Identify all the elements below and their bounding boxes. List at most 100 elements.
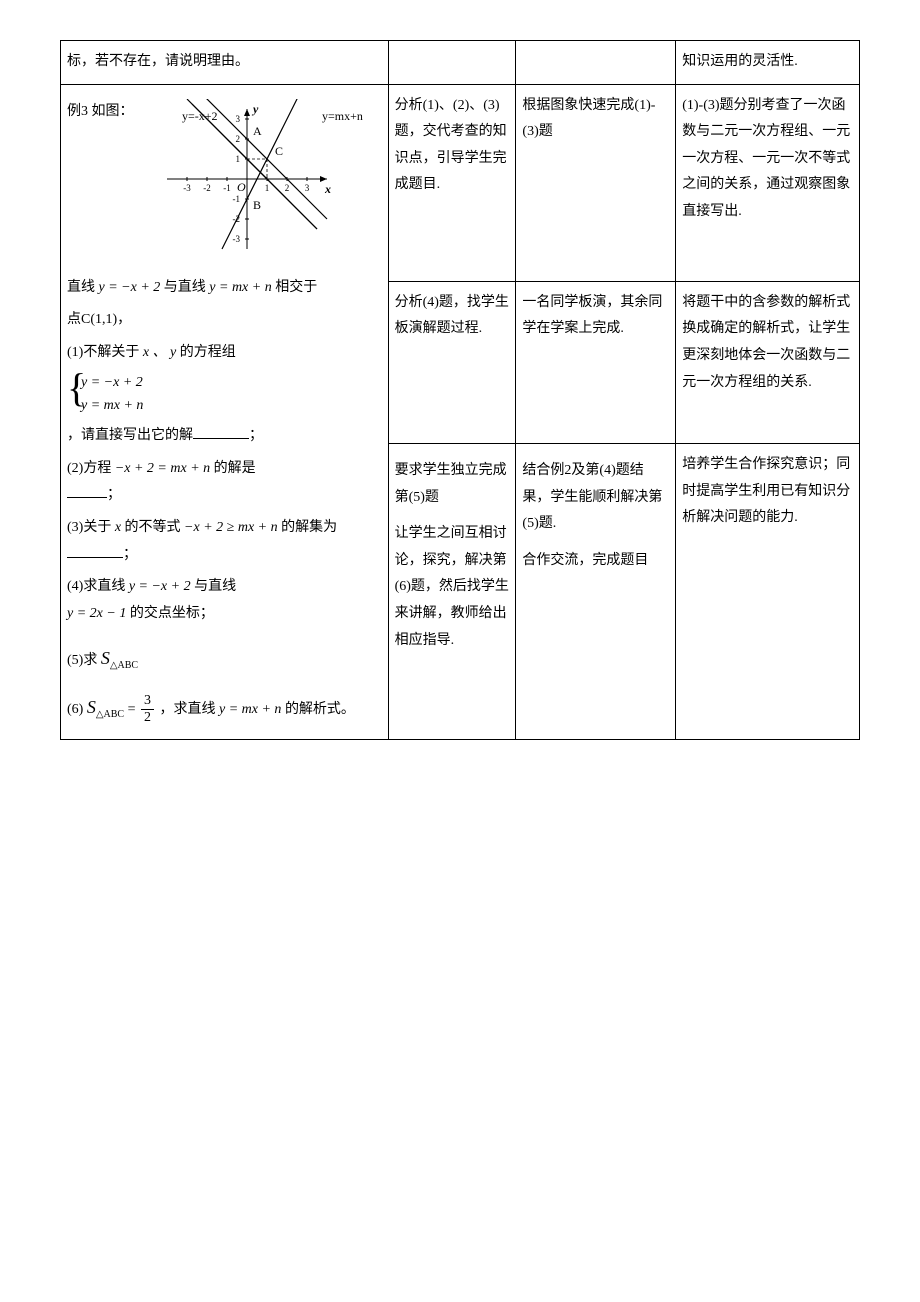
text: 一名同学板演，其余同学在学案上完成. (522, 295, 662, 337)
text: (3)关于 (67, 520, 111, 535)
x: x (115, 520, 121, 535)
text: 的解析式。 (285, 702, 355, 717)
S: S (87, 697, 96, 717)
text: (1)-(3)题分别考查了一次函数与二元一次方程组、一元一次方程、一元一次不等式… (682, 98, 850, 219)
svg-text:2: 2 (285, 183, 290, 193)
text: 让学生之间互相讨论，探究，解决第(6)题，然后找学生来讲解，教师给出相应指导. (395, 521, 510, 654)
cell-r2b-c3: 一名同学板演，其余同学在学案上完成. (516, 281, 676, 443)
text: 的交点坐标； (130, 606, 214, 621)
text: 与直线 (164, 280, 206, 295)
svg-text:O: O (237, 180, 246, 194)
text: 结合例2及第(4)题结果，学生能顺利解决第(5)题. (522, 458, 669, 538)
text: 知识运用的灵活性. (682, 54, 798, 69)
q3: (3)关于 x 的不等式 −x + 2 ≥ mx + n 的解集为； (67, 515, 382, 568)
svg-text:-3: -3 (233, 234, 241, 244)
blank (67, 483, 107, 498)
svg-text:B: B (253, 198, 261, 212)
eq: y = −x + 2 (129, 579, 191, 594)
sys-line-2: y = mx + n (81, 395, 382, 417)
q4: (4)求直线 y = −x + 2 与直线 y = 2x − 1 的交点坐标； (67, 574, 382, 627)
eq: y = −x + 2 (99, 280, 161, 295)
cell-r2a-c3: 根据图象快速完成(1)-(3)题 (516, 84, 676, 281)
text: 点C(1,1)， (67, 312, 131, 327)
q5: (5)求 S△ABC (67, 641, 382, 675)
text: 的解集为 (281, 520, 337, 535)
text: 分析(1)、(2)、(3)题，交代考查的知识点，引导学生完成题目. (395, 98, 507, 193)
cell-r2c-c2: 要求学生独立完成第(5)题 让学生之间互相讨论，探究，解决第(6)题，然后找学生… (388, 444, 516, 740)
text: 培养学生合作探究意识；同时提高学生利用已有知识分析解决问题的能力. (682, 457, 850, 525)
svg-text:1: 1 (265, 183, 270, 193)
svg-text:-3: -3 (183, 183, 191, 193)
cell-r1-c1: 标，若不存在，请说明理由。 (61, 41, 389, 85)
svg-text:3: 3 (236, 114, 241, 124)
equation-system: y = −x + 2 y = mx + n (67, 372, 382, 417)
text: 相交于 (275, 280, 317, 295)
denominator: 2 (141, 710, 154, 725)
cell-r2c-c4: 培养学生合作探究意识；同时提高学生利用已有知识分析解决问题的能力. (676, 444, 860, 740)
text: 要求学生独立完成第(5)题 (395, 458, 510, 511)
eq: −x + 2 = mx + n (115, 461, 210, 476)
text: 将题干中的含参数的解析式换成确定的解析式，让学生更深刻地体会一次函数与二元一次方… (682, 295, 850, 390)
svg-text:-1: -1 (233, 194, 241, 204)
text: (2)方程 (67, 461, 111, 476)
example-header: 例3 如图： y=-x+2 y=mx+n -3 -2 -1 1 2 (67, 99, 382, 269)
text: 合作交流，完成题目 (522, 548, 669, 575)
sys-line-1: y = −x + 2 (81, 372, 382, 394)
numerator: 3 (141, 693, 154, 709)
text: 直线 (67, 280, 95, 295)
svg-text:3: 3 (305, 183, 310, 193)
intersect-text: 直线 y = −x + 2 与直线 y = mx + n 相交于 (67, 275, 382, 302)
cell-r1-c2 (388, 41, 516, 85)
text: 的方程组 (180, 345, 236, 360)
text: 根据图象快速完成(1)-(3)题 (522, 98, 655, 140)
eq: −x + 2 ≥ mx + n (184, 520, 278, 535)
cell-r2b-c4: 将题干中的含参数的解析式换成确定的解析式，让学生更深刻地体会一次函数与二元一次方… (676, 281, 860, 443)
svg-text:2: 2 (236, 134, 241, 144)
text: 的解是 (214, 461, 256, 476)
svg-text:C: C (275, 144, 283, 158)
q2: (2)方程 −x + 2 = mx + n 的解是 ； (67, 456, 382, 509)
cell-r1-c3 (516, 41, 676, 85)
eq: = (128, 702, 139, 717)
text: (4)求直线 (67, 579, 125, 594)
text: (6) (67, 702, 87, 717)
eq: y = 2x − 1 (67, 606, 126, 621)
eq: y = mx + n (219, 702, 281, 717)
svg-text:-1: -1 (223, 183, 231, 193)
point-c: 点C(1,1)， (67, 307, 382, 334)
sub: △ABC (96, 708, 124, 719)
cell-r2a-c2: 分析(1)、(2)、(3)题，交代考查的知识点，引导学生完成题目. (388, 84, 516, 281)
table-row: 标，若不存在，请说明理由。 知识运用的灵活性. (61, 41, 860, 85)
text: 与直线 (194, 579, 236, 594)
blank (67, 543, 123, 558)
text: ，求直线 (160, 702, 216, 717)
svg-text:x: x (324, 182, 331, 196)
fraction: 32 (141, 693, 154, 725)
cell-r2b-c2: 分析(4)题，找学生板演解题过程. (388, 281, 516, 443)
text: ，请直接写出它的解 (67, 428, 193, 443)
cell-r2-c1: 例3 如图： y=-x+2 y=mx+n -3 -2 -1 1 2 (61, 84, 389, 740)
line2-label: y=mx+n (322, 105, 363, 128)
lesson-table: 标，若不存在，请说明理由。 知识运用的灵活性. 例3 如图： y=-x+2 y=… (60, 40, 860, 740)
xy: x 、 y (143, 345, 176, 360)
blank (193, 424, 249, 439)
cell-r2c-c3: 结合例2及第(4)题结果，学生能顺利解决第(5)题. 合作交流，完成题目 (516, 444, 676, 740)
svg-text:A: A (253, 124, 262, 138)
S: S (101, 648, 110, 668)
svg-text:1: 1 (236, 154, 241, 164)
cell-r2a-c4: (1)-(3)题分别考查了一次函数与二元一次方程组、一元一次方程、一元一次不等式… (676, 84, 860, 281)
q1-tail: ，请直接写出它的解； (67, 423, 382, 450)
text: 标，若不存在，请说明理由。 (67, 54, 249, 69)
text: 分析(4)题，找学生板演解题过程. (395, 295, 509, 337)
text: (1)不解关于 (67, 345, 139, 360)
cell-r1-c4: 知识运用的灵活性. (676, 41, 860, 85)
text: (5)求 (67, 653, 97, 668)
example-label: 例3 如图： (67, 99, 134, 126)
svg-text:-2: -2 (203, 183, 211, 193)
q6: (6) S△ABC = 32 ，求直线 y = mx + n 的解析式。 (67, 690, 382, 726)
table-row: 例3 如图： y=-x+2 y=mx+n -3 -2 -1 1 2 (61, 84, 860, 281)
eq: y = mx + n (209, 280, 271, 295)
q1: (1)不解关于 x 、 y 的方程组 (67, 340, 382, 367)
svg-text:y: y (251, 102, 259, 116)
line1-label: y=-x+2 (182, 105, 218, 128)
